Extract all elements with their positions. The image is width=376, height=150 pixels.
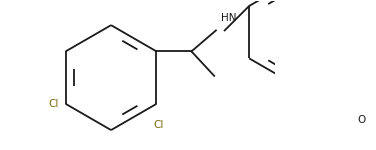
- Text: O: O: [357, 115, 365, 125]
- Text: HN: HN: [221, 13, 237, 23]
- Text: Cl: Cl: [48, 99, 59, 109]
- Text: Cl: Cl: [153, 120, 164, 130]
